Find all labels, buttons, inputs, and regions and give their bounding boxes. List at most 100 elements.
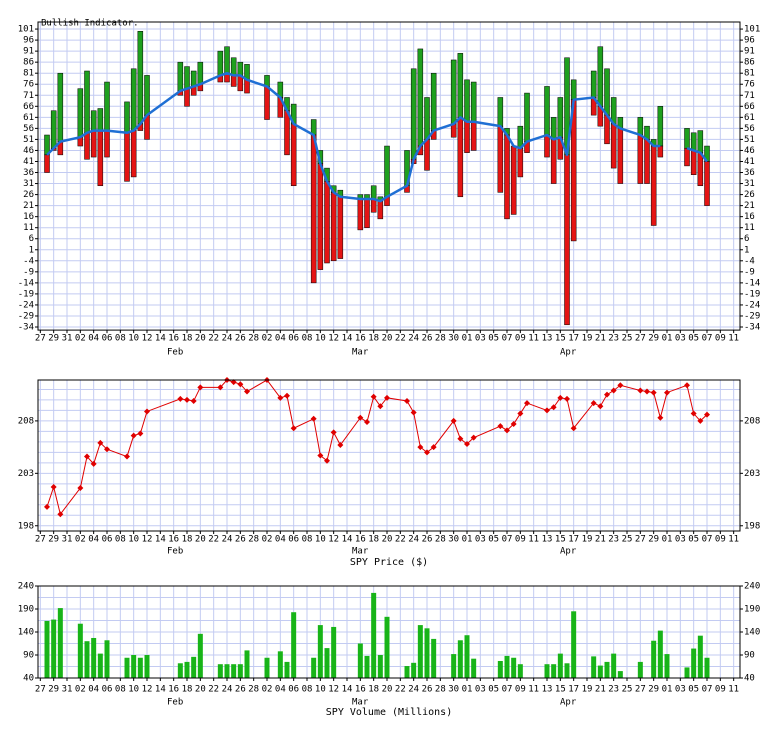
price-marker — [657, 414, 664, 421]
x-tick-label: 29 — [48, 334, 59, 344]
volume-bar — [604, 661, 610, 678]
down-bar — [130, 130, 137, 178]
up-bar — [450, 59, 457, 125]
x-tick-label: 27 — [635, 535, 646, 545]
x-tick-label: 04 — [275, 535, 286, 545]
y-tick-label: -34 — [18, 323, 34, 333]
down-bar — [264, 86, 270, 120]
down-bar — [650, 145, 657, 226]
up-bar — [370, 185, 377, 200]
x-tick-label: 31 — [62, 334, 73, 344]
up-bar — [237, 61, 244, 76]
y-tick-label: 51 — [744, 135, 755, 145]
x-tick-label: 29 — [48, 535, 59, 545]
price-marker — [77, 485, 84, 492]
price-marker — [284, 392, 290, 399]
down-bar — [84, 132, 90, 160]
x-tick-label: 27 — [35, 334, 46, 344]
volume-bar — [451, 654, 457, 678]
volume-bar — [77, 623, 83, 678]
up-bar — [97, 108, 104, 131]
y-tick-label: 6 — [744, 234, 749, 244]
price-marker — [597, 403, 604, 410]
y-tick-label: 76 — [744, 80, 755, 90]
y-tick-label: 240 — [18, 582, 34, 592]
x-tick-label: 07 — [502, 535, 513, 545]
x-tick-label: 21 — [595, 685, 606, 695]
x-tick-label: 18 — [182, 334, 193, 344]
x-tick-label: 30 — [448, 334, 459, 344]
down-bar — [290, 123, 297, 187]
price-marker — [130, 432, 137, 439]
x-tick-label: 03 — [475, 334, 486, 344]
price-marker — [424, 449, 430, 456]
x-tick-label: 18 — [182, 685, 193, 695]
y-tick-label: 26 — [744, 190, 755, 200]
x-tick-label: 26 — [235, 334, 246, 344]
x-tick-label: 29 — [48, 685, 59, 695]
volume-bar — [611, 653, 617, 678]
month-label: Feb — [167, 698, 183, 708]
price-marker — [237, 381, 244, 388]
down-bar — [357, 198, 364, 231]
month-label: Mar — [352, 547, 369, 557]
volume-bar — [637, 661, 643, 678]
y-tick-label: 56 — [23, 124, 34, 134]
up-bar — [197, 61, 204, 85]
x-tick-label: 24 — [408, 685, 419, 695]
x-tick-label: 09 — [715, 334, 726, 344]
y-tick-label: 16 — [23, 212, 34, 222]
volume-bar — [431, 638, 437, 678]
month-label: Mar — [352, 698, 369, 708]
y-tick-label: 140 — [18, 628, 34, 638]
x-tick-label: 02 — [262, 535, 273, 545]
x-tick-label: 15 — [555, 535, 566, 545]
plot-area — [38, 380, 740, 531]
y-tick-label: 31 — [744, 179, 755, 189]
x-tick-label: 05 — [488, 535, 499, 545]
volume-bar — [291, 612, 297, 678]
up-bar — [177, 61, 184, 92]
x-tick-label: 01 — [662, 535, 673, 545]
x-tick-label: 04 — [88, 535, 99, 545]
y-tick-label: -4 — [744, 256, 755, 266]
x-tick-label: 22 — [395, 535, 406, 545]
up-bar — [470, 81, 477, 123]
y-tick-label: 96 — [744, 36, 755, 46]
x-tick-label: 25 — [622, 334, 633, 344]
price-marker — [517, 410, 524, 417]
x-tick-label: 22 — [208, 685, 219, 695]
y-tick-label: 1 — [29, 245, 34, 255]
up-bar — [77, 88, 84, 138]
x-tick-label: 04 — [88, 685, 99, 695]
down-bar — [424, 139, 430, 171]
x-tick-label: 11 — [528, 334, 539, 344]
x-tick-label: 31 — [62, 685, 73, 695]
x-tick-label: 18 — [182, 535, 193, 545]
x-tick-label: 22 — [395, 334, 406, 344]
volume-bar — [144, 655, 150, 678]
down-bar — [184, 88, 190, 107]
volume-bar — [657, 630, 663, 678]
price-marker — [184, 396, 190, 403]
down-bar — [337, 196, 344, 259]
down-bar — [497, 125, 504, 193]
y-tick-label: 6 — [29, 234, 34, 244]
volume-bar — [277, 651, 283, 678]
x-tick-label: 02 — [262, 685, 273, 695]
y-tick-label: 91 — [23, 47, 34, 57]
volume-bar — [131, 655, 137, 678]
down-bar — [504, 134, 510, 220]
x-tick-label: 01 — [662, 685, 673, 695]
x-tick-label: 13 — [542, 685, 553, 695]
volume-bar — [617, 671, 623, 678]
x-tick-label: 29 — [648, 535, 659, 545]
price-marker — [610, 387, 617, 394]
down-bar — [644, 139, 650, 184]
volume-bar — [44, 620, 50, 678]
price-marker — [550, 404, 557, 411]
x-tick-label: 04 — [275, 685, 286, 695]
y-tick-label: 61 — [23, 113, 34, 123]
price-marker — [377, 403, 384, 410]
volume-bar — [457, 640, 463, 678]
